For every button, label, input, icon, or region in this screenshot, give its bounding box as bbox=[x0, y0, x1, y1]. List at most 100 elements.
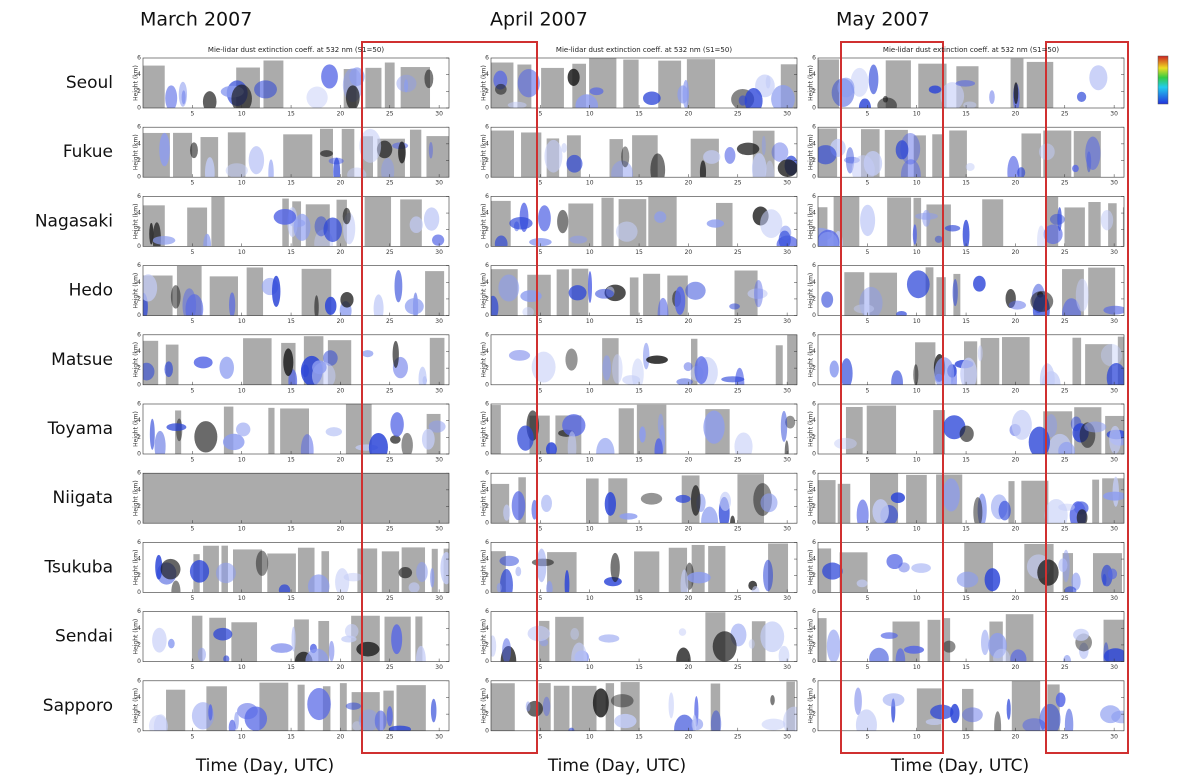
y-tick-label: 2 bbox=[485, 434, 489, 441]
y-tick-label: 0 bbox=[137, 520, 141, 527]
y-tick-label: 4 bbox=[137, 140, 141, 147]
aerosol-patch bbox=[911, 563, 931, 573]
x-tick-label: 30 bbox=[783, 249, 791, 256]
cloud-area bbox=[818, 480, 836, 530]
y-tick-label: 6 bbox=[485, 677, 489, 684]
aerosol-patch bbox=[161, 559, 181, 579]
aerosol-patch bbox=[323, 217, 341, 242]
y-tick-label: 2 bbox=[137, 226, 141, 233]
aerosol-patch bbox=[389, 726, 411, 733]
aerosol-patch bbox=[1030, 291, 1053, 312]
aerosol-patch bbox=[329, 641, 335, 662]
aerosol-patch bbox=[229, 720, 236, 735]
x-tick-label: 10 bbox=[913, 387, 921, 394]
aerosol-patch bbox=[1037, 225, 1045, 256]
aerosol-patch bbox=[249, 146, 264, 174]
panel: Height (km)024651015202530 bbox=[808, 401, 1130, 466]
x-tick-label: 20 bbox=[685, 249, 693, 256]
x-tick-label: 30 bbox=[1110, 595, 1118, 602]
aerosol-patch bbox=[1065, 586, 1077, 595]
aerosol-patch bbox=[590, 87, 604, 95]
x-tick-label: 25 bbox=[734, 457, 742, 464]
x-tick-label: 15 bbox=[962, 595, 970, 602]
cloud-area bbox=[716, 203, 732, 253]
aerosol-patch bbox=[393, 341, 399, 368]
x-tick-label: 30 bbox=[435, 595, 443, 602]
aerosol-patch bbox=[395, 270, 403, 302]
y-tick-label: 0 bbox=[812, 727, 816, 734]
aerosol-patch bbox=[929, 85, 942, 93]
aerosol-patch bbox=[940, 82, 964, 110]
x-tick-label: 25 bbox=[734, 664, 742, 671]
panel-title: Mie-lidar dust extinction coeff. at 532 … bbox=[556, 46, 732, 54]
aerosol-patch bbox=[515, 567, 521, 577]
x-tick-label: 30 bbox=[1110, 249, 1118, 256]
x-tick-label: 15 bbox=[287, 595, 295, 602]
aerosol-patch bbox=[274, 209, 296, 225]
aerosol-patch bbox=[963, 102, 976, 109]
x-tick-label: 5 bbox=[190, 249, 194, 256]
cloud-area bbox=[557, 269, 569, 319]
aerosol-patch bbox=[679, 628, 686, 636]
aerosol-patch bbox=[1108, 569, 1117, 580]
aerosol-patch bbox=[203, 234, 211, 258]
aerosol-patch bbox=[346, 85, 360, 109]
y-tick-label: 0 bbox=[137, 381, 141, 388]
aerosol-patch bbox=[1101, 210, 1113, 230]
aerosol-patch bbox=[346, 702, 361, 709]
y-tick-label: 4 bbox=[812, 210, 816, 217]
y-tick-label: 2 bbox=[137, 572, 141, 579]
cloud-area bbox=[887, 197, 911, 247]
x-tick-label: 5 bbox=[190, 664, 194, 671]
aerosol-patch bbox=[538, 205, 551, 231]
aerosol-patch bbox=[1012, 410, 1032, 440]
aerosol-patch bbox=[771, 85, 795, 113]
panel: Height (km)024651015202530 bbox=[133, 608, 450, 675]
aerosol-patch bbox=[430, 568, 434, 588]
aerosol-patch bbox=[1072, 165, 1079, 172]
x-tick-label: 25 bbox=[386, 526, 394, 533]
aerosol-patch bbox=[216, 563, 236, 584]
aerosol-patch bbox=[440, 552, 452, 584]
x-tick-label: 30 bbox=[1110, 526, 1118, 533]
x-tick-label: 15 bbox=[287, 664, 295, 671]
x-tick-label: 25 bbox=[386, 733, 394, 740]
colorbar bbox=[1158, 56, 1168, 104]
y-tick-label: 2 bbox=[137, 295, 141, 302]
aerosol-patch bbox=[913, 364, 918, 385]
x-tick-label: 15 bbox=[962, 457, 970, 464]
aerosol-patch bbox=[857, 580, 868, 588]
y-tick-label: 0 bbox=[485, 174, 489, 181]
aerosol-patch bbox=[416, 646, 426, 675]
aerosol-patch bbox=[1089, 65, 1107, 90]
aerosol-patch bbox=[616, 221, 638, 241]
y-tick-label: 4 bbox=[137, 625, 141, 632]
aerosol-patch bbox=[913, 224, 917, 244]
aerosol-patch bbox=[985, 568, 1001, 591]
aerosol-patch bbox=[896, 140, 909, 159]
aerosol-patch bbox=[1050, 214, 1065, 225]
x-axis-label: Time (Day, UTC) bbox=[195, 756, 334, 776]
aerosol-patch bbox=[957, 572, 979, 588]
aerosol-patch bbox=[721, 376, 744, 382]
aerosol-patch bbox=[546, 581, 552, 596]
y-tick-label: 4 bbox=[137, 71, 141, 78]
aerosol-patch bbox=[374, 294, 384, 322]
aerosol-patch bbox=[602, 355, 611, 380]
aerosol-patch bbox=[489, 635, 496, 656]
x-tick-label: 15 bbox=[635, 526, 643, 533]
aerosol-patch bbox=[737, 143, 759, 156]
y-tick-label: 2 bbox=[812, 503, 816, 510]
aerosol-patch bbox=[619, 513, 637, 519]
aerosol-patch bbox=[643, 343, 649, 370]
aerosol-patch bbox=[869, 648, 889, 670]
aerosol-patch bbox=[752, 153, 767, 184]
y-tick-label: 2 bbox=[485, 711, 489, 718]
aerosol-patch bbox=[520, 290, 541, 302]
aerosol-patch bbox=[165, 85, 177, 111]
panel: Height (km)024651015202530 bbox=[808, 677, 1132, 743]
y-tick-label: 6 bbox=[485, 331, 489, 338]
aerosol-patch bbox=[960, 426, 974, 442]
